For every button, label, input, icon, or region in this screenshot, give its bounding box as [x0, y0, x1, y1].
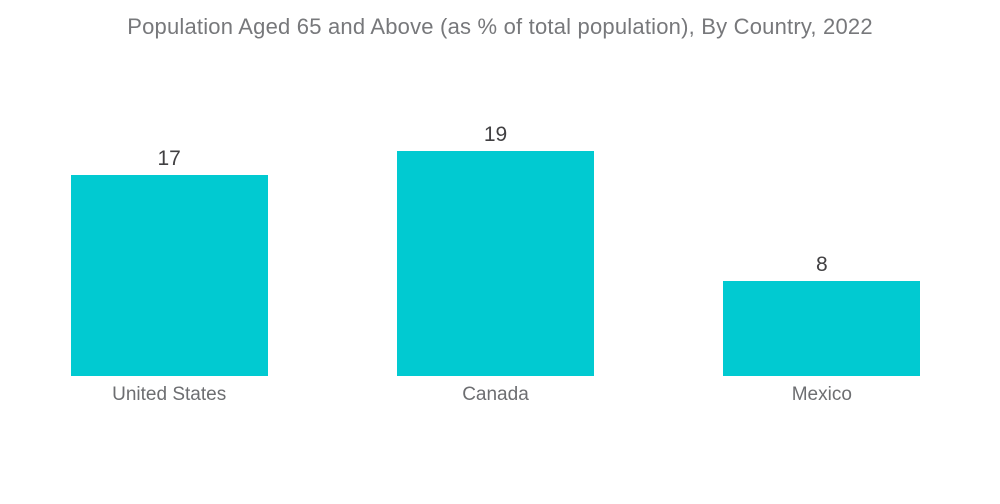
bar-group-united-states: 17 — [6, 148, 332, 376]
value-label-united-states: 17 — [157, 147, 181, 170]
bar-group-canada: 19 — [332, 124, 658, 376]
category-label-mexico: Mexico — [791, 384, 852, 405]
category-axis: United States Canada Mexico — [6, 384, 985, 406]
category-label-united-states: United States — [112, 384, 227, 405]
value-label-mexico: 8 — [815, 253, 828, 276]
bar-group-mexico: 8 — [659, 254, 985, 376]
chart-title: Population Aged 65 and Above (as % of to… — [127, 14, 873, 39]
category-label-canada: Canada — [462, 384, 529, 405]
bar-canada — [396, 151, 594, 376]
plot-area: 17 19 8 — [6, 0, 985, 376]
value-label-canada: 19 — [483, 123, 508, 146]
bar-mexico — [723, 281, 921, 376]
bar-united-states — [70, 175, 268, 376]
